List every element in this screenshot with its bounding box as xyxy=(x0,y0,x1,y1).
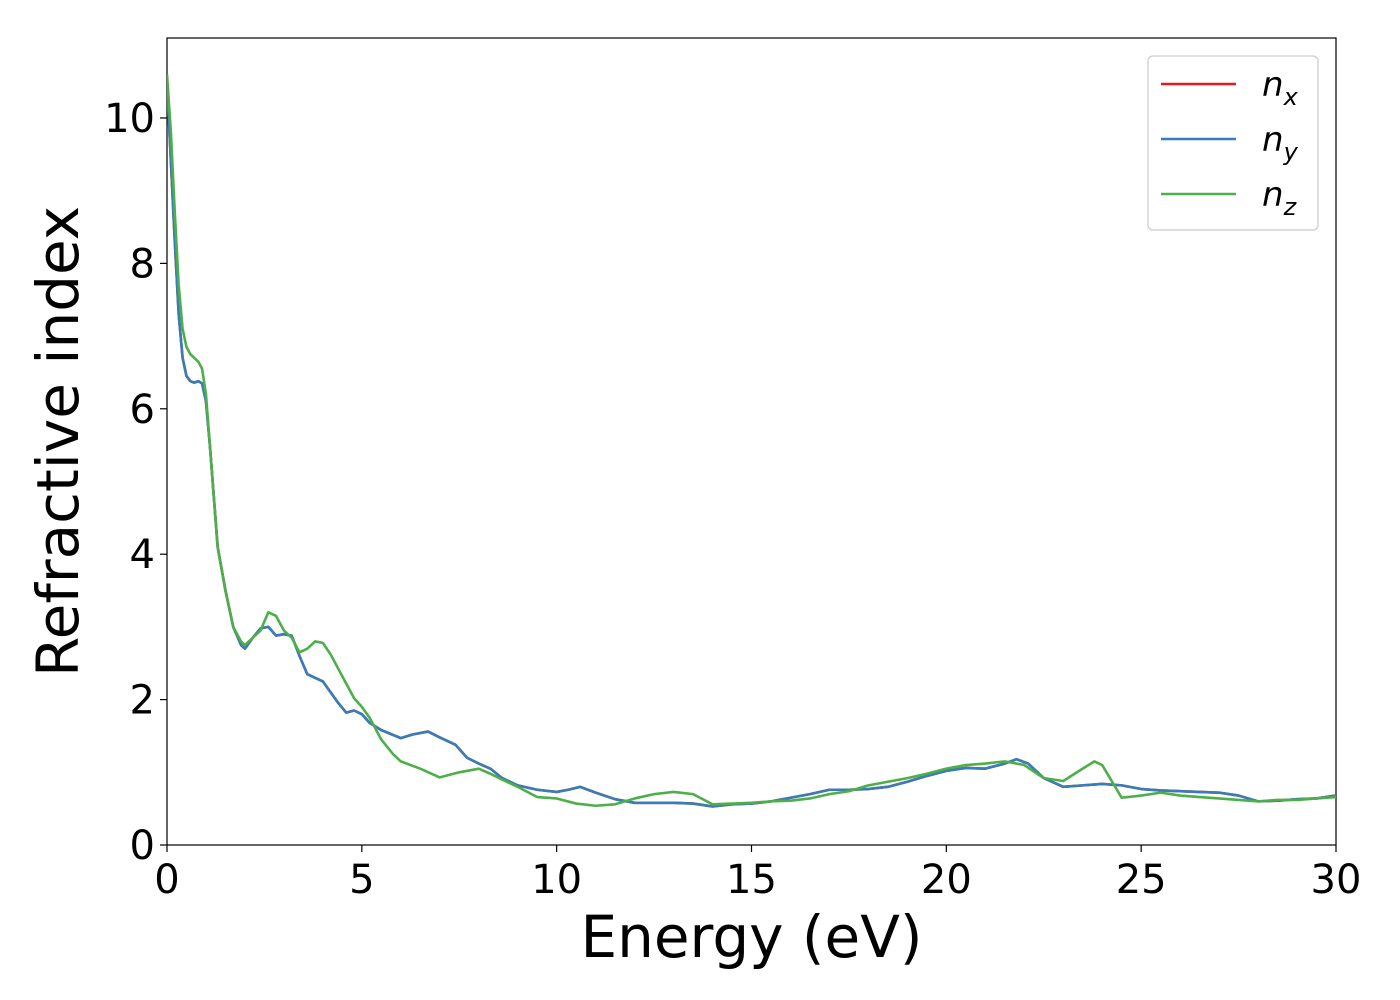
legend-label-nx: nx xyxy=(1262,65,1299,111)
x-tick-label: 10 xyxy=(531,857,582,903)
x-tick-label: 5 xyxy=(349,857,374,903)
legend-label-ny: ny xyxy=(1262,120,1299,166)
x-tick-label: 25 xyxy=(1116,857,1167,903)
y-tick-label: 8 xyxy=(130,241,155,287)
x-tick-label: 20 xyxy=(921,857,972,903)
series-lines xyxy=(167,74,1336,808)
x-tick-label: 15 xyxy=(726,857,777,903)
legend: nx ny nz xyxy=(1147,55,1319,231)
series-line-nz xyxy=(167,74,1336,808)
x-axis-title: Energy (eV) xyxy=(580,903,922,971)
y-axis-title: Refractive index xyxy=(24,206,92,677)
y-tick-label: 2 xyxy=(130,678,155,724)
legend-label-nz: nz xyxy=(1262,175,1298,221)
legend-box xyxy=(1147,55,1319,231)
x-axis-ticks: 0 5 10 15 20 25 30 xyxy=(154,845,1361,903)
x-tick-label: 0 xyxy=(154,857,179,903)
y-tick-label: 4 xyxy=(130,532,155,578)
y-axis-ticks: 0 2 4 6 8 10 xyxy=(104,96,167,869)
y-tick-label: 6 xyxy=(130,387,155,433)
y-tick-label: 0 xyxy=(130,823,155,869)
y-tick-label: 10 xyxy=(104,96,155,142)
x-tick-label: 30 xyxy=(1311,857,1362,903)
